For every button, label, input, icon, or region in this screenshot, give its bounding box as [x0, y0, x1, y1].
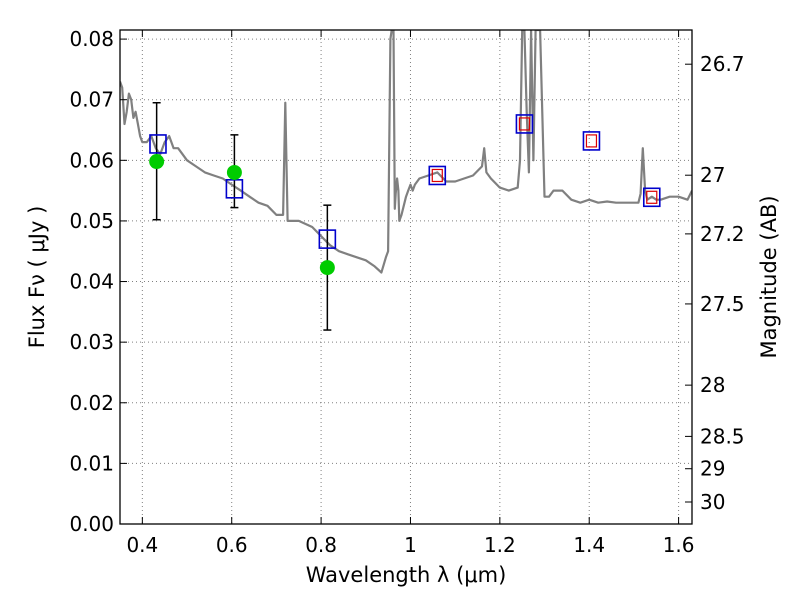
y-tick-label: 0.08	[69, 27, 114, 51]
x-tick-label: 0.4	[126, 533, 158, 557]
predicted-photometry-square	[518, 117, 531, 131]
observed-photometry-point	[226, 164, 242, 180]
magnitude-tick-label: 27	[700, 163, 725, 187]
magnitude-tick-label: 30	[700, 490, 725, 514]
model-photometry-square	[428, 165, 447, 186]
observed-photometry-point	[319, 260, 335, 276]
x-tick-label: 1.2	[484, 533, 516, 557]
magnitude-tick-label: 27.2	[700, 222, 745, 246]
y-axis-label: Flux Fν ( μJy )	[25, 206, 49, 349]
model-spectrum-line	[120, 30, 692, 274]
observed-photometry-point	[149, 154, 165, 170]
x-tick-label: 0.8	[305, 533, 337, 557]
y-tick-label: 0.06	[69, 148, 114, 172]
markers	[149, 101, 661, 331]
model-photometry-square	[582, 131, 601, 151]
y-tick-label: 0.01	[69, 451, 114, 475]
magnitude-tick-label: 29	[700, 457, 725, 481]
y-tick-label: 0.02	[69, 391, 114, 415]
y-tick-label: 0.03	[69, 330, 114, 354]
y-tick-label: 0.05	[69, 209, 114, 233]
plot-data	[120, 30, 692, 274]
magnitude-tick-label: 26.7	[700, 52, 745, 76]
model-photometry-square	[642, 187, 661, 208]
y-tick-label: 0.07	[69, 88, 114, 112]
plot-frame	[119, 29, 693, 525]
y-tick-label: 0.00	[69, 512, 114, 536]
predicted-photometry-square	[585, 134, 598, 148]
x-tick-label: 1	[404, 533, 417, 557]
predicted-photometry-square	[431, 168, 443, 183]
x-tick-label: 0.6	[216, 533, 248, 557]
magnitude-tick-label: 28.5	[700, 424, 745, 448]
model-photometry-square	[318, 229, 337, 249]
model-photometry-square	[149, 134, 167, 154]
x-tick-label: 1.6	[663, 533, 695, 557]
x-axis-label: Wavelength λ (μm)	[306, 563, 507, 587]
magnitude-tick-label: 28	[700, 373, 725, 397]
axis-ticks: 0.4 0.6 0.8 1 1.2 1.4 1.6 0.00 0.01 0.02 0.03 0.04 0…	[69, 27, 744, 557]
x-tick-label: 1.4	[573, 533, 605, 557]
model-photometry-square	[515, 114, 534, 134]
magnitude-tick-label: 27.5	[700, 292, 745, 316]
y-tick-label: 0.04	[69, 270, 114, 294]
magnitude-axis-label: Magnitude (AB)	[757, 195, 781, 358]
predicted-photometry-square	[646, 190, 658, 204]
